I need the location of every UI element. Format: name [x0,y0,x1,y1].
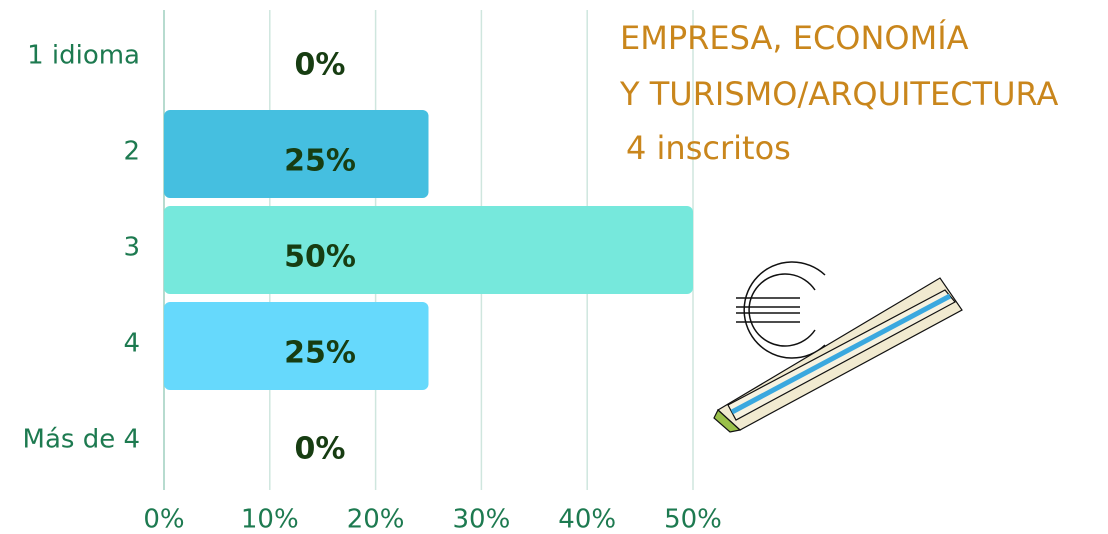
value-label: 25% [284,336,356,371]
chart-title: EMPRESA, ECONOMÍA [620,19,969,57]
y-tick-label: 3 [123,233,140,263]
chart-subtitle: 4 inscritos [626,129,791,167]
y-tick-label: 4 [123,329,140,359]
value-label: 0% [295,48,346,83]
bar [164,110,429,198]
ruler-icon [713,277,963,433]
value-label: 0% [295,432,346,467]
y-tick-label: 1 idioma [27,41,140,71]
value-label: 25% [284,144,356,179]
x-tick-label: 0% [143,505,184,534]
value-label: 50% [284,240,356,275]
y-tick-label: Más de 4 [23,425,140,455]
bar [164,206,693,294]
bar [164,302,429,390]
bar-layer [164,110,693,390]
x-tick-label: 40% [558,505,616,534]
chart-title: Y TURISMO/ARQUITECTURA [619,75,1058,113]
x-tick-label: 30% [453,505,511,534]
x-tick-label: 50% [664,505,722,534]
x-tick-label: 20% [347,505,405,534]
euro-icon [736,261,826,359]
y-tick-label: 2 [123,137,140,167]
x-tick-label: 10% [241,505,299,534]
